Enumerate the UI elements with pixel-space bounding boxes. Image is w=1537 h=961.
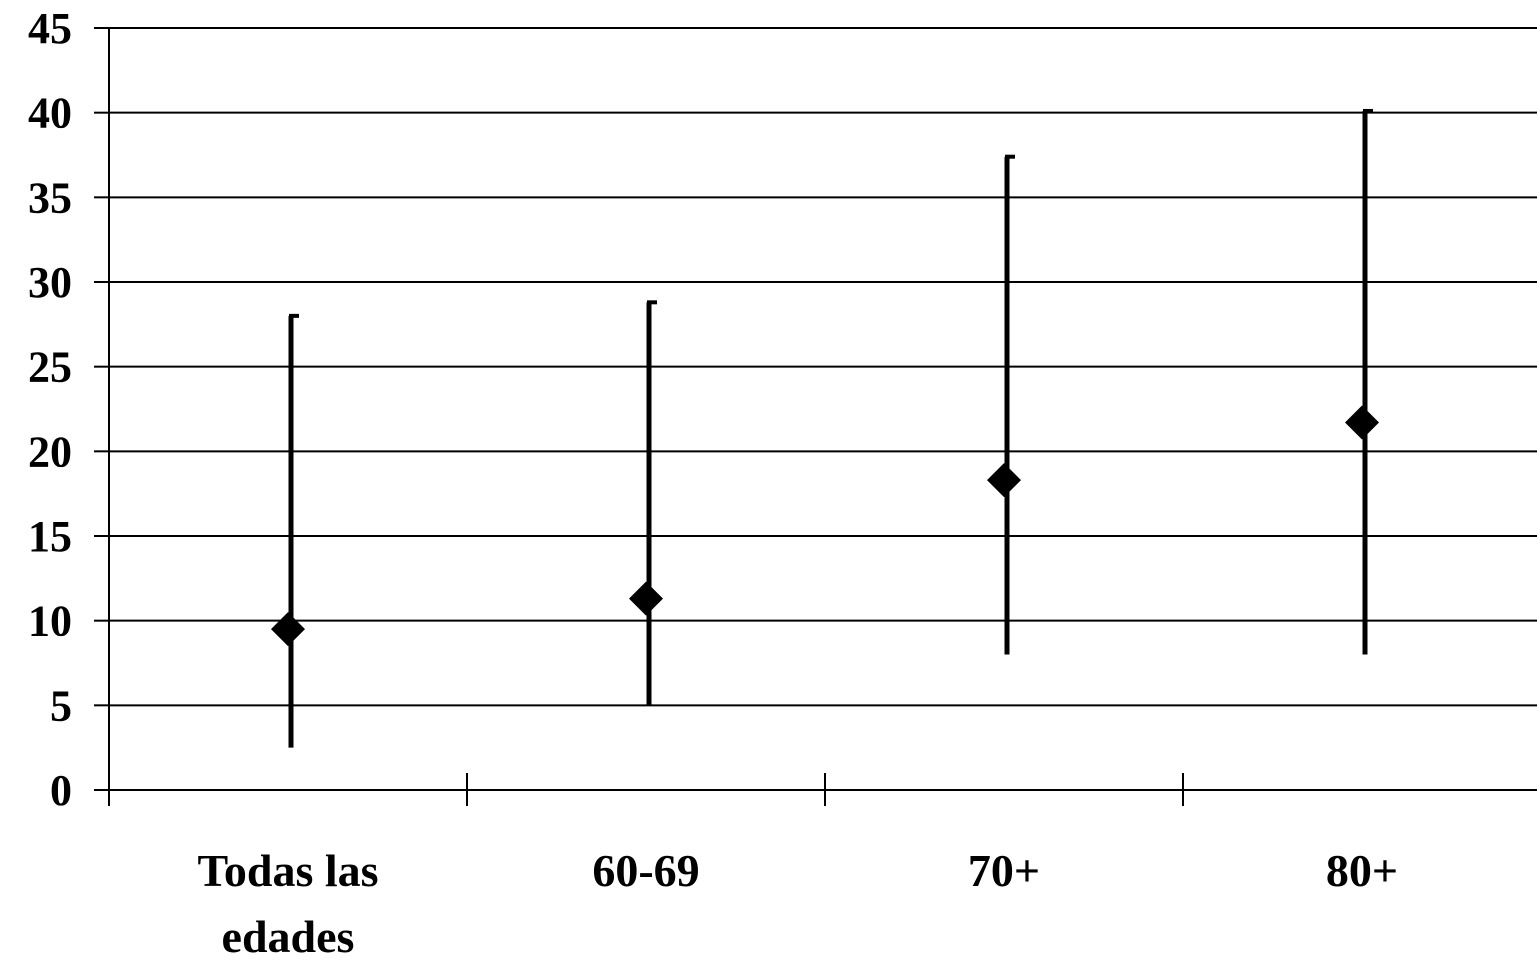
data-markers: [271, 405, 1379, 647]
y-tick-labels: 0 5 10 15 20 25 30 35 40 45: [28, 4, 72, 815]
y-tick-label: 0: [50, 766, 72, 815]
x-category-label-line: 70+: [968, 845, 1040, 896]
data-point-marker: [271, 612, 305, 647]
data-point-marker: [987, 463, 1021, 498]
x-category-label-line: 60-69: [592, 845, 699, 896]
y-tick-label: 45: [28, 4, 72, 53]
x-category-label: 80+: [1326, 845, 1398, 896]
x-category-label: Todas las edades: [197, 845, 378, 961]
x-category-label: 70+: [968, 845, 1040, 896]
x-category-label-line: Todas las: [197, 845, 378, 896]
x-category-labels: Todas las edades 60-69 70+ 80+: [197, 845, 1398, 961]
y-tick-label: 5: [50, 681, 72, 730]
axes: [94, 27, 1537, 806]
x-category-label-line: 80+: [1326, 845, 1398, 896]
x-category-label: 60-69: [592, 845, 699, 896]
error-bars: [288, 108, 1373, 748]
y-tick-label: 20: [28, 427, 72, 476]
x-category-label-line: edades: [222, 911, 355, 961]
data-point-marker: [629, 581, 663, 616]
y-tick-label: 30: [28, 258, 72, 307]
y-tick-label: 15: [28, 512, 72, 561]
y-tick-label: 10: [28, 597, 72, 646]
y-tick-label: 40: [28, 89, 72, 138]
gridlines: [109, 27, 1537, 707]
y-tick-label: 25: [28, 343, 72, 392]
y-tick-label: 35: [28, 173, 72, 222]
data-point-marker: [1345, 405, 1379, 440]
